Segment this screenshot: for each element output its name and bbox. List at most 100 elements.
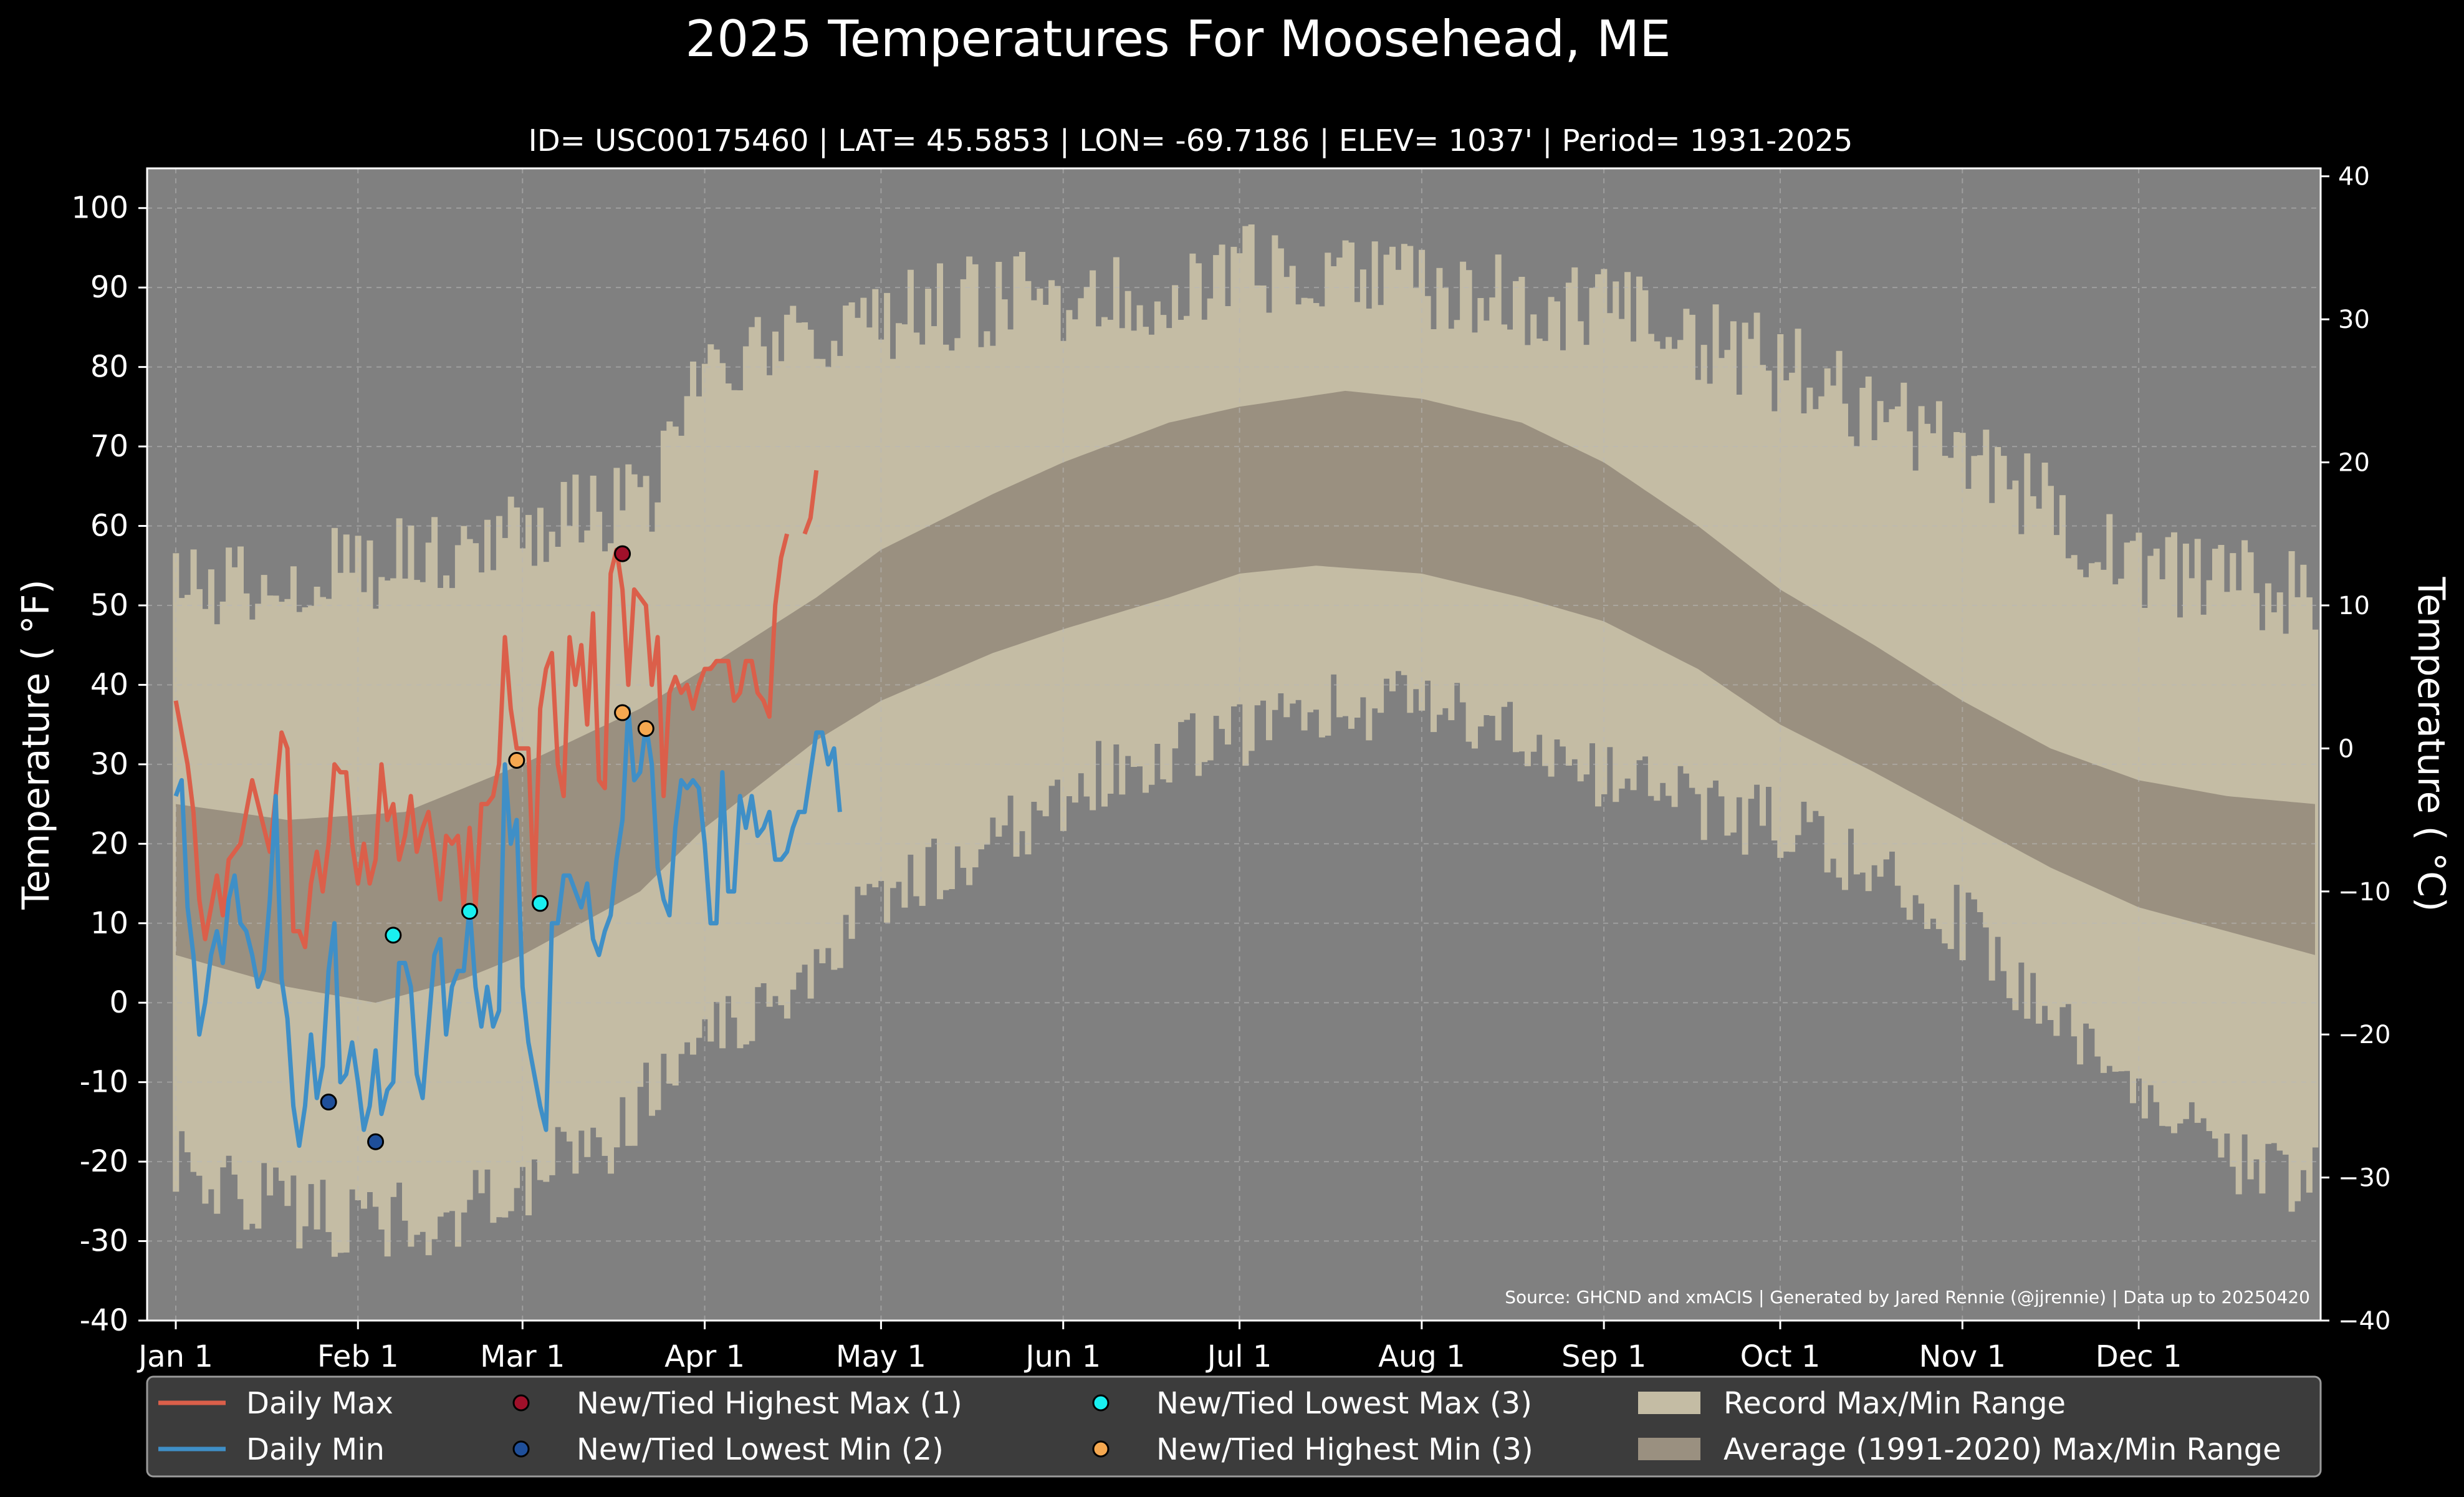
record-range-bar xyxy=(1930,433,1937,919)
x-tick-label: Jul 1 xyxy=(1206,1339,1272,1374)
y-right-tick-label: 30 xyxy=(2338,306,2370,334)
chart-subtitle: ID= USC00175460 | LAT= 45.5853 | LON= -6… xyxy=(529,123,1853,158)
daily-max-line xyxy=(173,469,819,950)
record-range-bar xyxy=(1995,447,2001,937)
record-range-bar xyxy=(1795,329,1801,835)
legend-lowest-max-label: New/Tied Lowest Max (3) xyxy=(1156,1386,1532,1421)
record-range-bar xyxy=(1894,406,1901,886)
y-tick-label: 60 xyxy=(90,509,128,544)
record-range-bar xyxy=(1901,382,1907,908)
legend-highest-min-label: New/Tied Highest Min (3) xyxy=(1156,1432,1533,1467)
y-tick-label: 80 xyxy=(90,350,128,385)
record-range-bar xyxy=(2041,463,2048,1006)
record-range-bar xyxy=(1983,430,1990,928)
record-marker xyxy=(385,927,402,944)
daily-min-line xyxy=(173,706,842,1148)
x-tick-label: Feb 1 xyxy=(317,1339,399,1374)
legend-highest-min-swatch xyxy=(1092,1440,1110,1458)
record-range-bar xyxy=(1806,387,1813,822)
x-tick-label: Dec 1 xyxy=(2096,1339,2182,1374)
x-tick-label: May 1 xyxy=(836,1339,926,1374)
x-tick-label: Aug 1 xyxy=(1378,1339,1465,1374)
record-marker xyxy=(461,903,478,920)
y-tick-label: -10 xyxy=(80,1065,128,1100)
record-range-bar xyxy=(1859,388,1866,873)
record-marker xyxy=(367,1133,385,1150)
record-range-bar xyxy=(2000,456,2007,971)
y-tick-label: -40 xyxy=(80,1303,128,1338)
source-note: Source: GHCND and xmACIS | Generated by … xyxy=(1505,1287,2310,1307)
x-tick-label: Oct 1 xyxy=(1740,1339,1821,1374)
record-range-bar xyxy=(1924,423,1930,929)
legend-highest-max-swatch xyxy=(512,1394,530,1412)
record-range-bar xyxy=(1883,422,1889,860)
record-range-bar xyxy=(1935,401,1942,930)
record-range-bar xyxy=(1918,406,1925,904)
y-axis-left: -40 -30 -20 -10 0 10 20 30 40 50 60 70 80 90 100 xyxy=(71,191,147,1338)
record-marker xyxy=(508,751,525,769)
record-range-bar xyxy=(1959,433,1966,960)
record-range-bar xyxy=(1971,456,1978,900)
record-range-bar xyxy=(1889,409,1896,852)
x-tick-label: Sep 1 xyxy=(1561,1339,1646,1374)
x-tick-label: Nov 1 xyxy=(1919,1339,2006,1374)
legend-box xyxy=(146,1375,2322,1478)
legend-average-range-swatch xyxy=(1638,1438,1700,1460)
y-tick-label: -20 xyxy=(80,1144,128,1179)
y-right-tick-label: 0 xyxy=(2338,734,2354,763)
record-range-bar xyxy=(1765,370,1772,787)
y-tick-label: 50 xyxy=(90,588,128,623)
record-marker xyxy=(637,720,654,738)
record-range-bar xyxy=(1753,312,1760,785)
record-marker xyxy=(532,895,549,912)
record-range-bar xyxy=(1877,401,1884,877)
record-range-bar xyxy=(1865,376,1872,892)
record-markers xyxy=(320,545,654,1150)
y-axis-right: −40 −30 −20 −10 0 10 20 30 40 xyxy=(2321,163,2390,1336)
x-tick-label: Apr 1 xyxy=(664,1339,745,1374)
y-right-tick-label: −40 xyxy=(2338,1307,2390,1336)
legend-average-range-label: Average (1991-2020) Max/Min Range xyxy=(1723,1432,2281,1467)
y-tick-label: 90 xyxy=(90,270,128,305)
y-tick-label: 0 xyxy=(109,985,128,1020)
record-range-bar xyxy=(2059,495,2066,1008)
legend-lowest-min-label: New/Tied Lowest Min (2) xyxy=(577,1432,944,1467)
record-range-bar xyxy=(1812,409,1819,811)
legend: Daily Max Daily Min New/Tied Highest Max (… xyxy=(146,1375,2322,1478)
record-marker xyxy=(614,704,631,721)
y-tick-label: -30 xyxy=(80,1224,128,1259)
y-tick-label: 100 xyxy=(71,191,128,226)
record-range-bar xyxy=(2312,629,2319,1148)
chart-title: 2025 Temperatures For Moosehead, ME xyxy=(685,10,1671,68)
y-right-tick-label: −10 xyxy=(2338,878,2390,907)
plot-frame xyxy=(146,167,2322,1322)
legend-lowest-max-swatch xyxy=(1092,1394,1110,1412)
y-tick-label: 70 xyxy=(90,429,128,464)
legend-daily-min-label: Daily Min xyxy=(246,1432,385,1467)
record-range-bar xyxy=(1953,432,1960,885)
y-right-tick-label: −20 xyxy=(2338,1021,2390,1049)
y-axis-label-right: Temperature ( °C) xyxy=(2409,577,2453,912)
y-right-tick-label: 40 xyxy=(2338,163,2370,191)
legend-record-range-swatch xyxy=(1638,1392,1700,1414)
y-right-tick-label: −30 xyxy=(2338,1164,2390,1193)
record-range-bar xyxy=(1977,455,1983,912)
y-right-tick-label: 20 xyxy=(2338,449,2370,478)
x-axis: Jan 1 Feb 1 Mar 1 Apr 1 May 1 Jun 1 Jul 1 Aug 1… xyxy=(137,1321,2182,1374)
y-tick-label: 10 xyxy=(90,906,128,941)
y-tick-label: 30 xyxy=(90,747,128,782)
legend-lowest-min-swatch xyxy=(512,1440,530,1458)
y-axis-label-left: Temperature ( °F) xyxy=(14,579,58,910)
record-marker xyxy=(614,545,631,562)
record-range-bar xyxy=(1818,396,1825,816)
record-range-bar xyxy=(1836,350,1843,878)
record-range-bar xyxy=(1965,489,1972,893)
y-tick-label: 20 xyxy=(90,826,128,861)
record-range-bar xyxy=(2030,496,2036,973)
legend-record-range-label: Record Max/Min Range xyxy=(1723,1386,2066,1421)
legend-highest-max-label: New/Tied Highest Max (1) xyxy=(577,1386,962,1421)
y-tick-label: 40 xyxy=(90,667,128,702)
plot-area: Source: GHCND and xmACIS | Generated by … xyxy=(146,167,2322,1322)
record-marker xyxy=(320,1094,337,1111)
